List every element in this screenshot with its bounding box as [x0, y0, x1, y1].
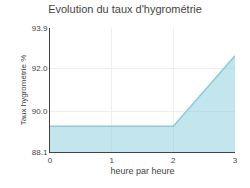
svg-text:Evolution du taux d'hygrométri: Evolution du taux d'hygrométrie: [48, 3, 202, 15]
svg-text:1: 1: [109, 156, 114, 165]
svg-text:2: 2: [171, 156, 176, 165]
svg-text:88.1: 88.1: [32, 148, 48, 157]
svg-text:Taux hygrométrie %: Taux hygrométrie %: [19, 55, 28, 126]
svg-text:heure par heure: heure par heure: [110, 166, 174, 176]
svg-text:0: 0: [48, 156, 53, 165]
svg-text:93.9: 93.9: [32, 24, 48, 33]
svg-text:3: 3: [233, 156, 238, 165]
svg-text:90.0: 90.0: [32, 107, 48, 116]
svg-text:92.0: 92.0: [32, 64, 48, 73]
